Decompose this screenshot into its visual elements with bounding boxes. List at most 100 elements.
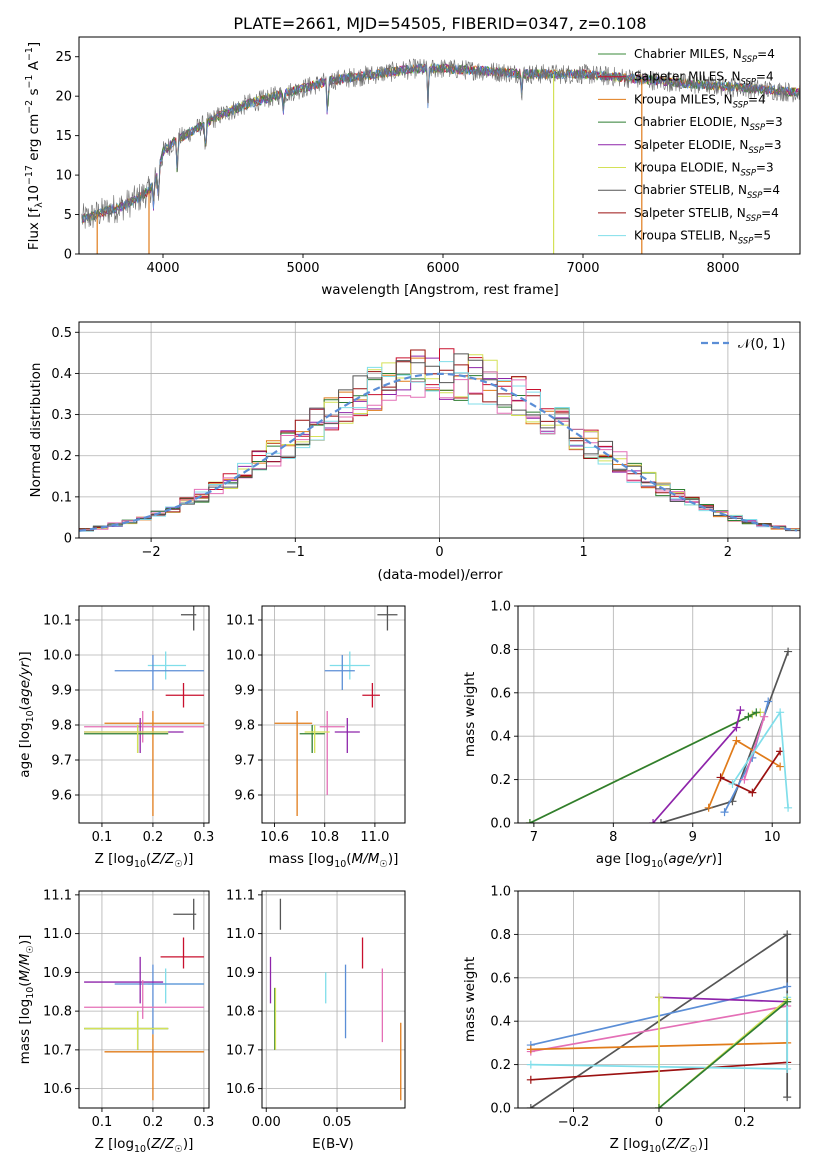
mwage-point-marker bbox=[525, 819, 534, 823]
massz-ytick-label: 10.9 bbox=[43, 966, 72, 981]
massz-ylabel-part: ☉ bbox=[25, 945, 36, 953]
spectrum-xtick-label: 7000 bbox=[566, 261, 599, 276]
mwage-point-marker bbox=[732, 736, 741, 745]
mwz-point-marker bbox=[783, 1093, 792, 1102]
spectrum-legend-label: Salpeter MILES, NSSP=4 bbox=[634, 70, 774, 87]
mwz-ytick-label: 0.0 bbox=[490, 1102, 511, 1117]
mwage-series-line bbox=[743, 716, 766, 780]
hist-ytick-label: 0.1 bbox=[51, 490, 72, 505]
mwage-xlabel-part: ( bbox=[663, 851, 668, 867]
mwage-ytick-label: 0.4 bbox=[490, 730, 511, 745]
agemass-plot-area bbox=[262, 606, 405, 823]
spectrum-ytick-label: 20 bbox=[55, 90, 72, 105]
mwage-point-marker bbox=[784, 803, 793, 812]
mwz-point-marker bbox=[783, 982, 792, 991]
mwz-xlabel-part: )] bbox=[698, 1136, 709, 1152]
mwz-series-line bbox=[658, 997, 788, 1108]
mwage-point-marker bbox=[728, 779, 737, 788]
spectrum-legend-label: Kroupa ELODIE, NSSP=3 bbox=[634, 161, 774, 178]
hist-ytick-label: 0.4 bbox=[51, 367, 72, 382]
spectrum-ytick-label: 0 bbox=[64, 248, 72, 263]
mwz-plot-area bbox=[518, 891, 800, 1108]
agez-xlabel-part: )] bbox=[183, 851, 194, 867]
agez-ylabel-part: 10 bbox=[25, 710, 36, 722]
mwage-xtick-label: 9 bbox=[689, 830, 697, 845]
mwage-plot-area bbox=[518, 606, 800, 823]
mwage-point-marker bbox=[704, 803, 713, 812]
agez-xlabel-part: 10 bbox=[134, 859, 146, 870]
mwz-ytick-label: 1.0 bbox=[490, 885, 511, 900]
spectrum-legend-label-part: SSP bbox=[741, 77, 757, 87]
spectrum-legend-label-part: SSP bbox=[750, 122, 766, 132]
massz-ytick-label: 10.7 bbox=[43, 1043, 72, 1058]
mwage-ytick-label: 0.0 bbox=[490, 817, 511, 832]
massz-xlabel-part: Z [log bbox=[95, 1136, 134, 1152]
massebv-xtick-label: 0.00 bbox=[252, 1115, 281, 1130]
mwz-point-marker bbox=[655, 1104, 663, 1108]
agemass-ytick-label: 10.1 bbox=[226, 614, 255, 629]
mwage-point-marker bbox=[784, 647, 793, 656]
spectrum-ytick-label: 5 bbox=[64, 208, 72, 223]
massebv-xlabel: E(B-V) bbox=[312, 1136, 354, 1152]
spectrum-legend-label-part: =4 bbox=[762, 183, 780, 197]
spectrum-ytick-label: 10 bbox=[55, 169, 72, 184]
hist-gaussian-curve bbox=[79, 372, 798, 532]
mwz-point-marker bbox=[526, 1104, 535, 1108]
mwz-point-marker bbox=[783, 997, 792, 1006]
mwage-point-marker bbox=[776, 708, 785, 717]
massz-xlabel-part: ( bbox=[146, 1136, 151, 1152]
massz-ylabel-part: M/M bbox=[17, 953, 33, 981]
mwage-ylabel: mass weight bbox=[462, 672, 478, 757]
spectrum-legend-label: Chabrier STELIB, NSSP=4 bbox=[634, 183, 780, 200]
spectrum-legend-label: Kroupa STELIB, NSSP=5 bbox=[634, 229, 771, 246]
agez-xtick-label: 0.2 bbox=[143, 830, 164, 845]
hist-plot-area bbox=[79, 322, 800, 538]
massz-ylabel-part: ( bbox=[17, 981, 33, 986]
agez-ytick-label: 9.6 bbox=[51, 789, 72, 804]
mwz-point-marker bbox=[783, 1064, 792, 1073]
mwage-ytick-label: 0.6 bbox=[490, 686, 511, 701]
mwz-series-line bbox=[658, 996, 788, 1003]
hist-ytick-label: 0.5 bbox=[51, 326, 72, 341]
agez-ylabel: age [log10(age/yr)] bbox=[17, 651, 36, 777]
mwz-xtick-label: 0.2 bbox=[734, 1115, 755, 1130]
massebv-ytick-label: 11.1 bbox=[226, 888, 255, 903]
mwage-point-marker bbox=[716, 773, 725, 782]
spectrum-ylabel-part: λ bbox=[34, 202, 45, 208]
agez-plot-area bbox=[79, 606, 209, 823]
spectrum-legend-label-part: Salpeter STELIB, N bbox=[634, 206, 746, 220]
spectrum-legend-label-part: =4 bbox=[757, 47, 775, 61]
spectrum-legend-label-part: Chabrier MILES, N bbox=[634, 47, 742, 61]
spectrum-legend-label-part: Kroupa MILES, N bbox=[634, 92, 733, 106]
mwage-point-marker bbox=[776, 762, 785, 771]
massebv-ytick-label: 10.8 bbox=[226, 1005, 255, 1020]
agemass-ytick-label: 9.7 bbox=[234, 754, 255, 769]
mwz-xlabel-part: Z/Z bbox=[665, 1136, 690, 1152]
agez-xlabel-part: ☉ bbox=[174, 859, 182, 870]
massz-ytick-label: 11.1 bbox=[43, 888, 72, 903]
agemass-xlabel-part: mass [log bbox=[269, 851, 335, 867]
mwage-point-marker bbox=[656, 819, 665, 823]
mwage-point-marker bbox=[736, 706, 745, 715]
agez-ylabel-part: ( bbox=[17, 705, 33, 710]
mwage-xtick-label: 10 bbox=[764, 830, 781, 845]
mwz-point-marker bbox=[526, 1075, 535, 1084]
massz-ytick-label: 10.6 bbox=[43, 1082, 72, 1097]
spectrum-ytick-label: 15 bbox=[55, 129, 72, 144]
spectrum-legend-label: Salpeter ELODIE, NSSP=3 bbox=[634, 138, 782, 155]
massebv-xtick-label: 0.05 bbox=[323, 1115, 352, 1130]
mwz-xtick-label: −0.2 bbox=[558, 1115, 590, 1130]
spectrum-legend-label: Chabrier ELODIE, NSSP=3 bbox=[634, 115, 783, 132]
mwage-axes-frame bbox=[517, 605, 801, 824]
agemass-xtick-label: 10.6 bbox=[260, 830, 289, 845]
mwage-point-marker bbox=[748, 788, 757, 797]
massz-ytick-label: 11.0 bbox=[43, 927, 72, 942]
mwage-xlabel-part: age [log bbox=[596, 851, 651, 867]
agez-axes-frame bbox=[78, 605, 210, 824]
agez-ylabel-part: )] bbox=[17, 651, 33, 662]
hist-ytick-label: 0.3 bbox=[51, 408, 72, 423]
agemass-ytick-label: 9.8 bbox=[234, 719, 255, 734]
mwz-point-marker bbox=[783, 930, 792, 939]
spectrum-legend-label-part: Chabrier ELODIE, N bbox=[634, 115, 750, 129]
agemass-xtick-label: 10.8 bbox=[310, 830, 339, 845]
